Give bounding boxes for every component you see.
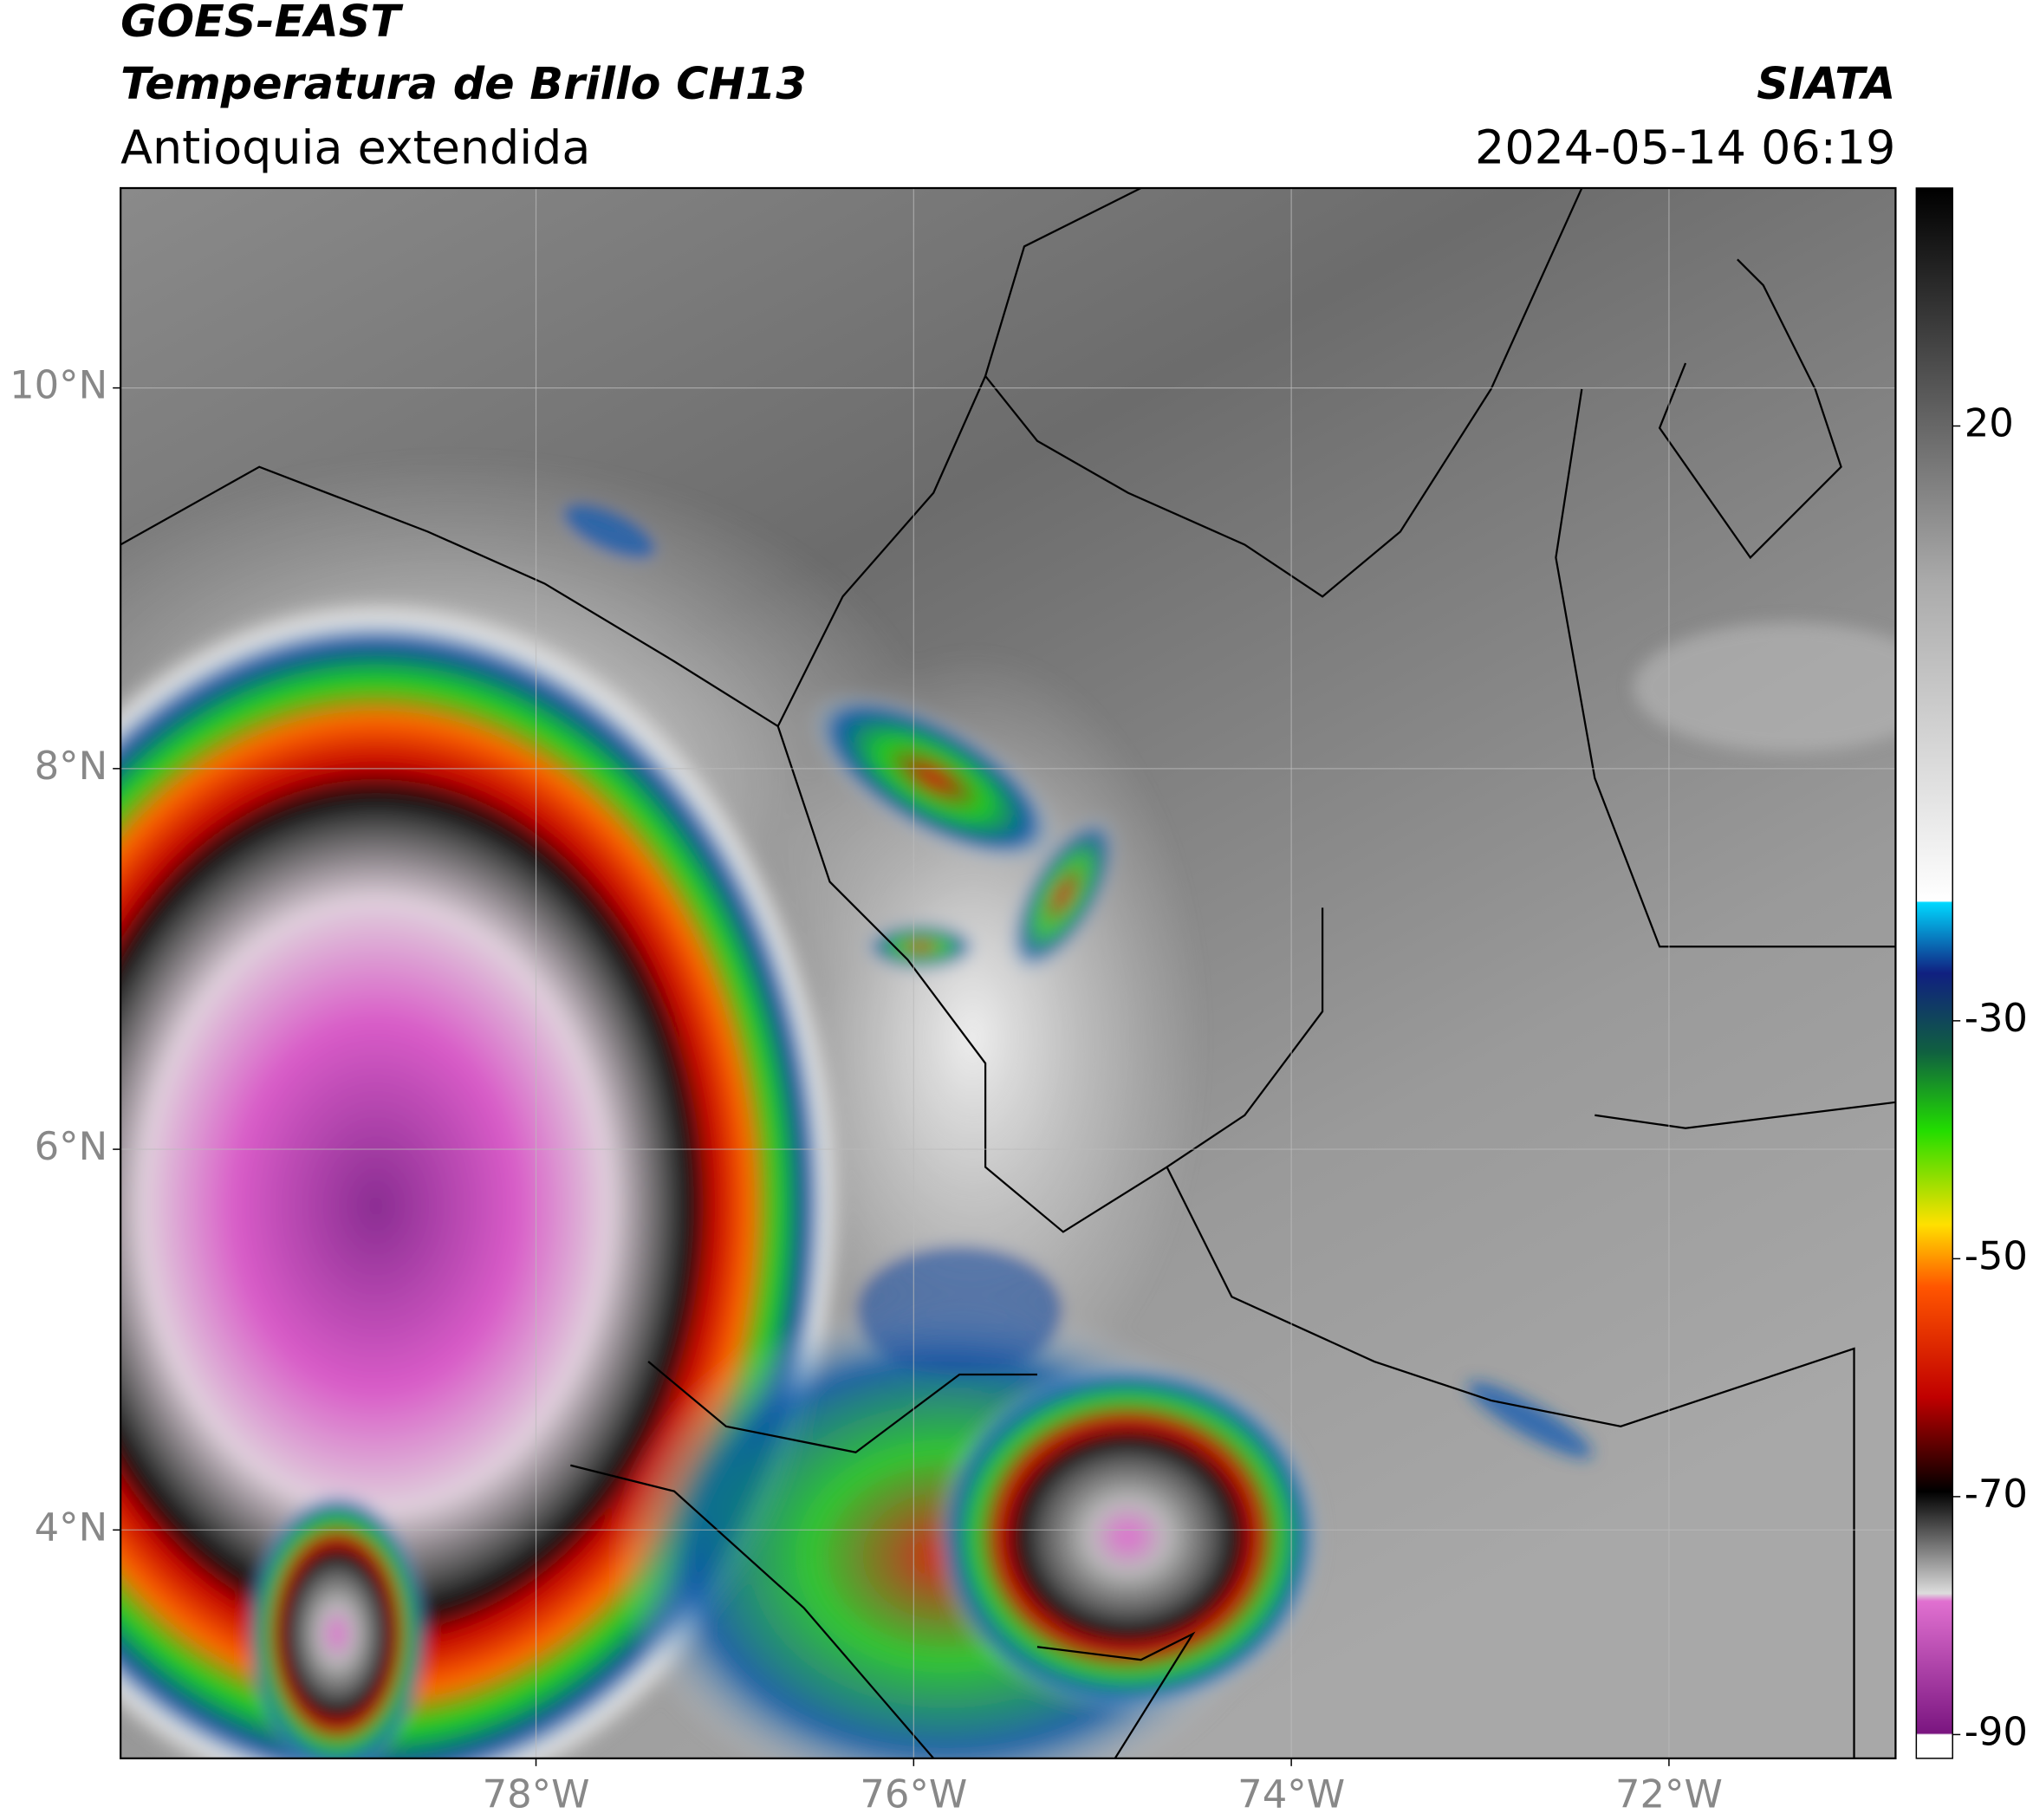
lat-tick-label: 10°N <box>10 362 107 408</box>
map-frame <box>120 186 1897 1759</box>
source: SIATA <box>1757 58 1895 109</box>
colorbar-tick-label: -50 <box>1965 1232 2028 1278</box>
colorbar-tick-label: 20 <box>1965 400 2014 446</box>
lat-tick-label: 6°N <box>35 1123 108 1169</box>
borders <box>120 188 1896 1758</box>
colorbar-tick-label: -30 <box>1965 995 2028 1041</box>
lon-tick-label: 76°W <box>860 1771 967 1817</box>
title: Temperatura de Brillo CH13 <box>120 58 807 109</box>
subtitle: Antioquia extendida <box>120 120 590 175</box>
title: GOES-EAST <box>120 0 404 47</box>
lon-tick-label: 74°W <box>1237 1771 1345 1817</box>
colorbar <box>1915 187 1953 1759</box>
lon-tick-label: 78°W <box>483 1771 590 1817</box>
lon-tick-label: 72°W <box>1615 1771 1723 1817</box>
colorbar-tick-label: -90 <box>1965 1708 2028 1754</box>
lat-tick-label: 4°N <box>35 1504 108 1550</box>
colorbar-tick-label: -70 <box>1965 1471 2028 1517</box>
satellite-image <box>120 188 1896 1758</box>
datetime: 2024-05-14 06:19 <box>1475 120 1895 175</box>
lat-tick-label: 8°N <box>35 743 108 789</box>
